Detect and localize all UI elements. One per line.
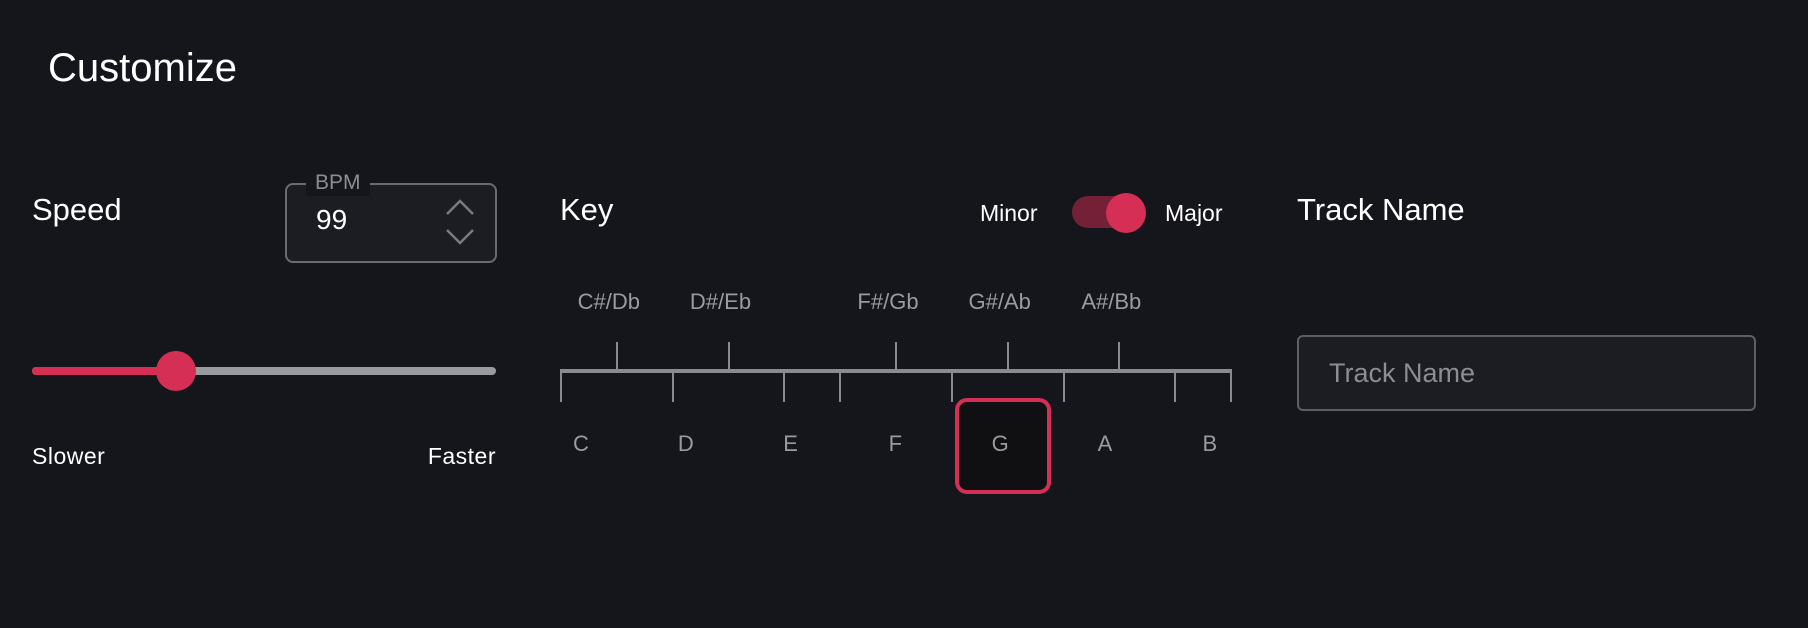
key-option-ds-eb[interactable]: D#/Eb — [689, 289, 752, 314]
key-tick — [950, 372, 953, 402]
key-tick — [895, 342, 897, 370]
key-option-fs-gb[interactable]: F#/Gb — [857, 289, 919, 314]
faster-label: Faster — [427, 443, 496, 469]
key-option-f[interactable]: F — [888, 431, 903, 456]
key-tick — [839, 372, 842, 402]
key-option-a[interactable]: A — [1097, 431, 1113, 456]
mode-toggle-thumb[interactable] — [1106, 193, 1146, 233]
speed-label: Speed — [32, 192, 122, 227]
track-name-input[interactable] — [1297, 335, 1756, 411]
track-name-label: Track Name — [1297, 192, 1465, 227]
speed-slider-thumb[interactable] — [155, 351, 196, 391]
chevron-down-icon[interactable] — [443, 226, 477, 248]
selected-key-highlight — [955, 398, 1051, 494]
key-tick — [783, 372, 786, 402]
key-tick — [1062, 372, 1065, 402]
key-tick — [1118, 342, 1121, 370]
key-tick — [560, 372, 562, 402]
major-label: Major — [1165, 200, 1223, 226]
bpm-label: BPM — [306, 170, 370, 196]
bpm-value[interactable]: 99 — [316, 204, 348, 235]
chevron-up-icon[interactable] — [443, 196, 477, 218]
key-option-d[interactable]: D — [677, 431, 694, 456]
key-tick — [1174, 372, 1177, 402]
page-title: Customize — [48, 46, 237, 90]
key-tick — [671, 372, 674, 402]
bpm-input[interactable] — [285, 183, 497, 263]
key-option-cs-db[interactable]: C#/Db — [577, 289, 641, 314]
key-option-g[interactable]: G — [991, 431, 1009, 456]
speed-slider-track[interactable] — [32, 367, 496, 375]
minor-label: Minor — [980, 200, 1038, 226]
key-tick — [727, 342, 730, 370]
key-option-b[interactable]: B — [1202, 431, 1218, 456]
key-option-c[interactable]: C — [573, 431, 589, 456]
key-tick — [1006, 342, 1009, 370]
slower-label: Slower — [32, 443, 106, 469]
key-label: Key — [560, 192, 614, 227]
key-tick — [615, 342, 618, 370]
key-tick — [1230, 372, 1232, 402]
key-option-e[interactable]: E — [783, 431, 798, 456]
speed-slider-fill — [32, 367, 176, 375]
key-option-gs-ab[interactable]: G#/Ab — [968, 289, 1031, 314]
key-scale-line — [560, 369, 1232, 373]
key-option-as-bb[interactable]: A#/Bb — [1081, 289, 1142, 314]
